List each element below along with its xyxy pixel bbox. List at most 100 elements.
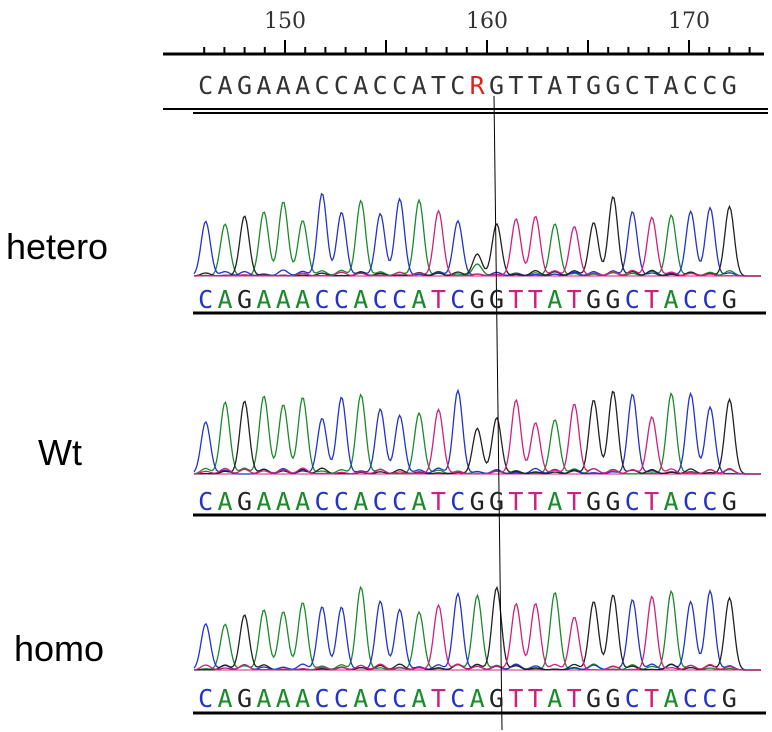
base-letter: C bbox=[682, 487, 698, 516]
base-letter: C bbox=[372, 684, 388, 713]
base-letter: C bbox=[450, 285, 466, 314]
base-letter: A bbox=[353, 71, 369, 100]
base-letter: A bbox=[411, 684, 427, 713]
trace-t bbox=[194, 209, 761, 277]
base-letter: A bbox=[275, 285, 291, 314]
base-letter: C bbox=[314, 285, 330, 314]
base-letter: C bbox=[450, 71, 466, 100]
base-letter: A bbox=[217, 71, 233, 100]
base-letter: A bbox=[411, 487, 427, 516]
base-letter: T bbox=[508, 684, 524, 713]
trace-a bbox=[194, 198, 761, 277]
base-letter: T bbox=[566, 285, 582, 314]
base-letter: C bbox=[702, 71, 718, 100]
base-letter: T bbox=[566, 487, 582, 516]
base-letter: G bbox=[469, 285, 485, 314]
base-letter: C bbox=[702, 684, 718, 713]
base-letter: A bbox=[547, 285, 563, 314]
base-letter: G bbox=[721, 487, 737, 516]
base-letter: C bbox=[450, 684, 466, 713]
base-letter: C bbox=[702, 285, 718, 314]
base-letter: T bbox=[527, 71, 543, 100]
base-letter: T bbox=[430, 285, 446, 314]
base-letter: G bbox=[489, 285, 505, 314]
base-letter: C bbox=[333, 71, 349, 100]
base-letter: T bbox=[508, 71, 524, 100]
base-letter: T bbox=[508, 285, 524, 314]
base-letter: C bbox=[372, 487, 388, 516]
base-letter: C bbox=[702, 487, 718, 516]
base-letter: G bbox=[489, 71, 505, 100]
base-letter: C bbox=[682, 71, 698, 100]
base-letter: C bbox=[333, 487, 349, 516]
base-letter: A bbox=[663, 285, 679, 314]
base-letter: T bbox=[644, 71, 660, 100]
base-letter: C bbox=[392, 487, 408, 516]
base-letter: A bbox=[295, 71, 311, 100]
trace-a bbox=[193, 391, 761, 475]
base-letter: C bbox=[198, 285, 214, 314]
base-letter: A bbox=[256, 684, 272, 713]
base-letter: A bbox=[353, 487, 369, 516]
base-letter: G bbox=[585, 285, 602, 314]
base-letter: G bbox=[605, 684, 621, 713]
base-letter: A bbox=[663, 487, 679, 516]
base-letter: A bbox=[547, 71, 563, 100]
base-letter: G bbox=[489, 684, 505, 713]
base-letter: C bbox=[372, 71, 388, 100]
base-letter: A bbox=[295, 487, 311, 516]
base-letter: G bbox=[721, 71, 737, 100]
base-letter: C bbox=[624, 684, 640, 713]
base-letter: A bbox=[663, 684, 679, 713]
base-letter: C bbox=[314, 71, 330, 100]
sample-label-wt: Wt bbox=[38, 432, 82, 473]
base-letter: G bbox=[585, 684, 602, 713]
base-letter: C bbox=[314, 684, 330, 713]
base-letter: G bbox=[605, 285, 621, 314]
base-letter: T bbox=[527, 487, 543, 516]
base-letter: A bbox=[217, 487, 233, 516]
base-letter: G bbox=[236, 684, 252, 713]
base-letter: T bbox=[527, 684, 543, 713]
base-letter: G bbox=[236, 285, 252, 314]
base-letter: C bbox=[392, 71, 408, 100]
trace-t bbox=[193, 398, 761, 475]
base-letter: T bbox=[566, 684, 582, 713]
base-letter: C bbox=[392, 684, 408, 713]
trace-a bbox=[193, 585, 761, 671]
base-letter: G bbox=[489, 487, 505, 516]
base-letter: A bbox=[217, 684, 233, 713]
base-letter: C bbox=[624, 71, 640, 100]
base-letter: A bbox=[275, 487, 291, 516]
base-letter: A bbox=[256, 71, 272, 100]
base-letter: A bbox=[663, 71, 679, 100]
base-letter: C bbox=[682, 285, 698, 314]
base-letter: G bbox=[605, 71, 621, 100]
base-letter: T bbox=[430, 684, 446, 713]
base-letter: C bbox=[624, 285, 640, 314]
base-letter: T bbox=[644, 684, 660, 713]
base-letter: A bbox=[256, 487, 272, 516]
base-letter: T bbox=[644, 285, 660, 314]
base-letter: A bbox=[275, 71, 291, 100]
ruler-tick-label: 150 bbox=[264, 9, 306, 34]
base-letter: G bbox=[721, 684, 737, 713]
base-letter: T bbox=[508, 487, 524, 516]
base-letter: C bbox=[372, 285, 388, 314]
base-letter: T bbox=[430, 487, 446, 516]
base-letter: A bbox=[353, 285, 369, 314]
sample-label-homo: homo bbox=[14, 628, 105, 669]
base-letter: G bbox=[236, 487, 252, 516]
base-letter: T bbox=[566, 71, 582, 100]
variant-marker-line bbox=[493, 95, 503, 731]
base-letter: C bbox=[198, 684, 214, 713]
base-letter: T bbox=[644, 487, 660, 516]
base-letter: C bbox=[198, 71, 214, 100]
base-letter: G bbox=[585, 71, 602, 100]
base-letter: A bbox=[295, 684, 311, 713]
base-letter: A bbox=[547, 487, 563, 516]
